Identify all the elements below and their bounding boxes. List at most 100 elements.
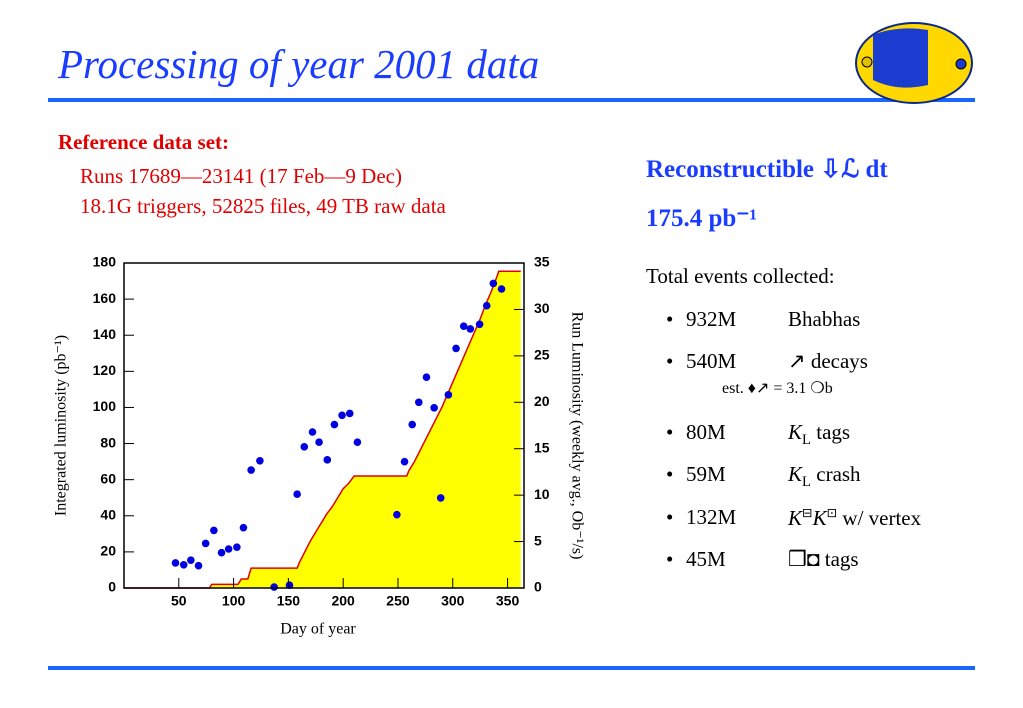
y-tick-label: 140: [93, 326, 117, 342]
label-part: w/ vertex: [837, 506, 922, 530]
point: [444, 391, 453, 399]
point: [270, 583, 278, 591]
point: [459, 322, 468, 330]
x-tick-label: 50: [171, 593, 187, 609]
y2-tick-label: 35: [534, 254, 550, 270]
event-count: 932M: [686, 307, 737, 331]
point: [171, 559, 180, 567]
x-tick-label: 200: [331, 593, 355, 609]
label-part: tags: [811, 420, 851, 444]
point: [408, 420, 417, 429]
event-count: 45M: [686, 547, 726, 571]
point: [466, 325, 475, 333]
y2-tick-label: 5: [534, 532, 542, 548]
label-part: ⊟: [802, 506, 813, 520]
point: [293, 490, 301, 499]
label-part: Bhabhas: [788, 307, 861, 331]
point: [330, 420, 339, 429]
point: [414, 398, 423, 407]
x-tick-label: 150: [277, 593, 301, 609]
y2-axis-label: Run Luminosity (weekly avg., Ob⁻¹/s): [568, 312, 585, 560]
point: [239, 523, 248, 532]
event-label: KL tags: [788, 420, 850, 449]
y2-tick-label: 0: [534, 579, 542, 595]
event-count: 59M: [686, 462, 726, 486]
label-part: K: [788, 506, 803, 530]
point: [436, 494, 445, 502]
point: [308, 428, 317, 436]
event-count: 540M: [686, 349, 737, 373]
y2-tick-label: 10: [534, 486, 550, 502]
bullet: •: [666, 462, 674, 486]
y2-tick-label: 25: [534, 347, 550, 363]
event-label: K⊟K⊡ w/ vertex: [788, 505, 921, 531]
event-label: ❒◘ tags: [788, 547, 859, 572]
reference-line: 18.1G triggers, 52825 files, 49 TB raw d…: [80, 194, 446, 218]
y-tick-label: 180: [93, 254, 117, 270]
logo-face: [873, 28, 928, 88]
y-tick-label: 120: [93, 362, 117, 378]
event-count: 80M: [686, 420, 726, 444]
point: [430, 404, 438, 412]
point: [179, 560, 188, 569]
bullet: •: [666, 349, 674, 373]
summary-value: 175.4 pb⁻¹: [646, 205, 757, 232]
y-tick-label: 20: [100, 543, 116, 559]
label-part: K: [788, 462, 803, 486]
bottom-rule: [48, 666, 975, 670]
point: [224, 545, 233, 553]
summary-heading: Reconstructible ⇩ℒ dt: [646, 156, 888, 183]
y2-tick-label: 30: [534, 300, 550, 316]
point: [400, 457, 409, 466]
point: [233, 543, 241, 551]
bullet: •: [666, 307, 674, 331]
point: [422, 373, 431, 382]
point: [217, 548, 226, 557]
logo-dot: [861, 56, 873, 68]
label-part: ⊡: [826, 506, 838, 520]
bullet: •: [666, 547, 674, 571]
point: [452, 344, 460, 353]
plot-frame: [123, 262, 525, 589]
reference-line: Runs 17689—23141 (17 Feb—9 Dec): [80, 164, 402, 188]
slide-title: Processing of year 2001 data: [58, 41, 540, 87]
point: [482, 301, 491, 310]
y-axis-label: Integrated luminosity (pb⁻¹): [53, 335, 70, 516]
point: [315, 438, 323, 447]
label-part: ❒◘ tags: [788, 547, 859, 571]
point: [497, 285, 506, 293]
point: [256, 456, 264, 465]
y-tick-label: 40: [100, 506, 116, 522]
area-line: [124, 270, 521, 589]
x-tick-label: 250: [386, 593, 410, 609]
top-rule: [48, 98, 975, 102]
y-tick-label: 160: [93, 290, 117, 306]
x-tick-label: 350: [496, 593, 520, 609]
y2-tick-label: 20: [534, 393, 550, 409]
y-tick-label: 60: [100, 470, 116, 486]
chart: 0 20 40 60 80 100 120 140 160 180 0 5 10 15 20 25 30 35 50…: [53, 254, 586, 638]
point: [187, 556, 195, 564]
label-part: crash: [811, 462, 861, 486]
y-tick-label: 80: [100, 434, 116, 450]
event-label: ↗ decays: [788, 349, 868, 374]
label-part: ↗ decays: [788, 349, 868, 373]
area: [124, 271, 521, 588]
logo-dot: [955, 58, 967, 70]
x-tick-label: 100: [222, 593, 246, 609]
point: [345, 409, 354, 418]
logo: [855, 22, 973, 104]
point: [353, 438, 362, 447]
event-label: KL crash: [788, 462, 861, 491]
point: [201, 539, 210, 548]
label-part: L: [802, 474, 811, 491]
events-heading: Total events collected:: [646, 264, 835, 288]
x-axis-label: Day of year: [280, 621, 356, 638]
reference-heading: Reference data set:: [58, 130, 230, 154]
y-tick-label: 100: [93, 398, 117, 414]
event-note: est. ♦↗ = 3.1 ❍b: [722, 380, 833, 397]
label-part: K: [812, 506, 827, 530]
point: [285, 581, 294, 590]
bullet: •: [666, 420, 674, 444]
